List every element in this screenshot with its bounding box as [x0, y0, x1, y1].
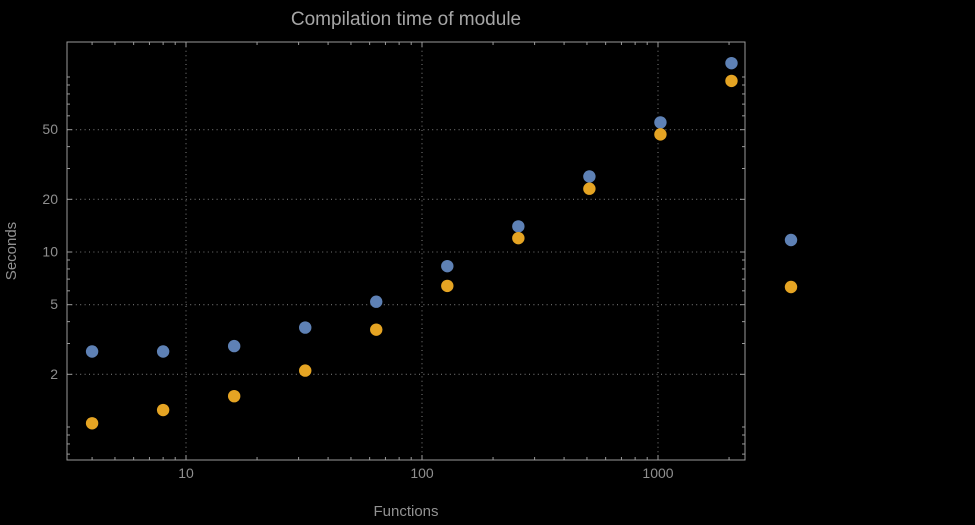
data-point-blue [370, 295, 383, 308]
data-point-blue [85, 345, 99, 358]
legend-marker-blue [784, 233, 798, 247]
x-tick-label: 1000 [642, 465, 673, 481]
data-point-orange [583, 182, 596, 195]
x-tick-label: 10 [178, 465, 194, 481]
data-point-orange [299, 364, 312, 377]
data-point-orange [441, 279, 454, 293]
gridlines [67, 42, 745, 460]
y-tick-label: 10 [42, 244, 58, 260]
y-axis-label: Seconds [3, 222, 20, 280]
data-point-orange [654, 128, 667, 141]
y-tick-label: 50 [42, 121, 58, 137]
y-tick-label: 5 [50, 296, 58, 312]
data-point-orange [512, 231, 525, 245]
data-point-orange [227, 389, 241, 403]
data-point-blue [156, 345, 170, 358]
data-point-blue [654, 116, 667, 129]
data-points [85, 56, 738, 430]
data-point-orange [156, 403, 170, 417]
x-axis-label: Functions [373, 503, 438, 520]
x-tick-label: 100 [410, 465, 434, 481]
chart-title: Compilation time of module [291, 9, 521, 30]
text-labels: Compilation time of module Functions Sec… [3, 9, 521, 520]
tick-labels: 10 100 1000 2 5 10 20 50 [42, 121, 673, 481]
data-point-orange [370, 323, 383, 336]
y-tick-label: 2 [50, 366, 58, 382]
data-point-blue [227, 339, 241, 353]
legend [784, 233, 798, 294]
data-point-blue [725, 56, 738, 70]
legend-marker-orange [784, 280, 798, 294]
data-point-blue [512, 220, 525, 233]
data-point-blue [441, 259, 454, 273]
y-tick-label: 20 [42, 191, 58, 207]
data-point-orange [725, 74, 738, 88]
plot-frame [66, 41, 746, 461]
data-point-blue [583, 170, 596, 183]
data-point-orange [85, 417, 99, 430]
data-point-blue [299, 321, 312, 334]
